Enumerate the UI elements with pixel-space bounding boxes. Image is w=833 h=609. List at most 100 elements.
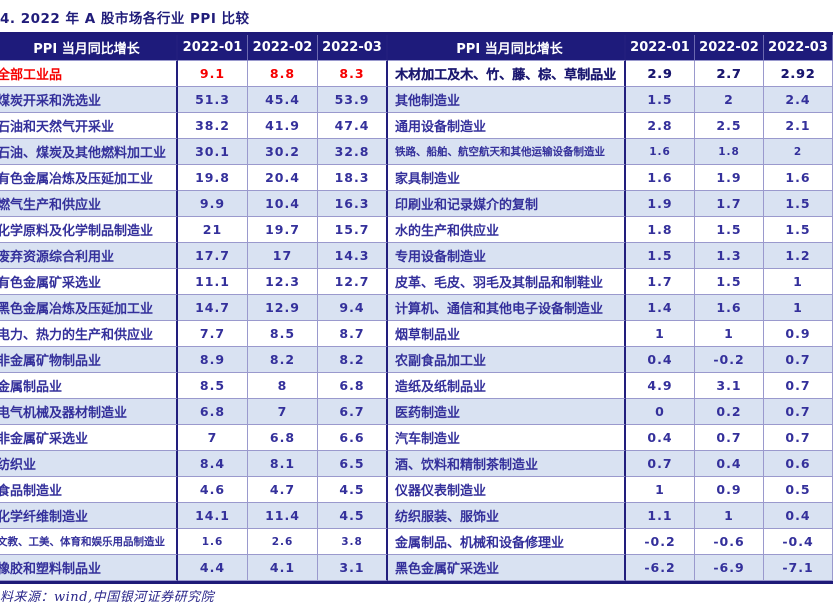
right-value-2022-02: 1.3	[695, 243, 764, 269]
left-value-2022-03: 14.3	[318, 243, 388, 269]
ppi-comparison-table: PPI 当月同比增长 2022-01 2022-02 2022-03 PPI 当…	[0, 32, 833, 584]
left-header-col-2: 2022-02	[248, 35, 318, 61]
right-value-2022-03: 0.6	[764, 451, 833, 477]
right-value-2022-01: 1.5	[626, 243, 695, 269]
left-industry-name: 非金属矿物制品业	[0, 347, 178, 373]
left-value-2022-02: 4.1	[248, 555, 318, 581]
left-industry-name: 橡胶和塑料制品业	[0, 555, 178, 581]
right-value-2022-01: -0.2	[626, 529, 695, 555]
left-industry-name: 食品制造业	[0, 477, 178, 503]
right-value-2022-03: -7.1	[764, 555, 833, 581]
left-value-2022-01: 8.4	[178, 451, 248, 477]
right-value-2022-02: -0.2	[695, 347, 764, 373]
right-industry-name: 纺织服装、服饰业	[388, 503, 626, 529]
left-value-2022-02: 8.8	[248, 61, 318, 87]
right-industry-name: 水的生产和供应业	[388, 217, 626, 243]
left-value-2022-03: 16.3	[318, 191, 388, 217]
right-value-2022-02: 3.1	[695, 373, 764, 399]
right-industry-name: 通用设备制造业	[388, 113, 626, 139]
left-value-2022-01: 6.8	[178, 399, 248, 425]
left-value-2022-01: 9.9	[178, 191, 248, 217]
left-header-label: PPI 当月同比增长	[0, 35, 178, 61]
left-value-2022-02: 7	[248, 399, 318, 425]
right-industry-name: 仪器仪表制造业	[388, 477, 626, 503]
left-value-2022-03: 8.2	[318, 347, 388, 373]
left-value-2022-03: 4.5	[318, 503, 388, 529]
right-value-2022-01: 1.9	[626, 191, 695, 217]
right-value-2022-01: 1	[626, 477, 695, 503]
right-value-2022-03: -0.4	[764, 529, 833, 555]
left-value-2022-02: 19.7	[248, 217, 318, 243]
left-value-2022-03: 4.5	[318, 477, 388, 503]
left-value-2022-01: 8.9	[178, 347, 248, 373]
right-value-2022-02: 0.7	[695, 425, 764, 451]
right-value-2022-03: 1	[764, 295, 833, 321]
left-value-2022-02: 8	[248, 373, 318, 399]
left-value-2022-01: 8.5	[178, 373, 248, 399]
left-value-2022-03: 32.8	[318, 139, 388, 165]
right-industry-name: 皮革、毛皮、羽毛及其制品和制鞋业	[388, 269, 626, 295]
left-industry-name: 全部工业品	[0, 61, 178, 87]
left-value-2022-01: 19.8	[178, 165, 248, 191]
right-industry-name: 造纸及纸制品业	[388, 373, 626, 399]
left-value-2022-03: 6.6	[318, 425, 388, 451]
left-value-2022-03: 6.7	[318, 399, 388, 425]
left-value-2022-01: 7.7	[178, 321, 248, 347]
right-value-2022-01: 1	[626, 321, 695, 347]
left-value-2022-03: 3.8	[318, 529, 388, 555]
right-value-2022-02: 2	[695, 87, 764, 113]
left-industry-name: 电力、热力的生产和供应业	[0, 321, 178, 347]
right-header-col-2: 2022-02	[695, 35, 764, 61]
right-value-2022-03: 0.7	[764, 373, 833, 399]
right-value-2022-01: 0	[626, 399, 695, 425]
right-value-2022-03: 0.7	[764, 425, 833, 451]
right-industry-name: 汽车制造业	[388, 425, 626, 451]
left-value-2022-01: 30.1	[178, 139, 248, 165]
right-value-2022-03: 1.6	[764, 165, 833, 191]
left-value-2022-03: 15.7	[318, 217, 388, 243]
right-value-2022-02: 2.7	[695, 61, 764, 87]
left-value-2022-02: 41.9	[248, 113, 318, 139]
left-value-2022-01: 1.6	[178, 529, 248, 555]
right-industry-name: 印刷业和记录媒介的复制	[388, 191, 626, 217]
right-value-2022-03: 0.5	[764, 477, 833, 503]
right-industry-name: 烟草制品业	[388, 321, 626, 347]
left-value-2022-02: 8.2	[248, 347, 318, 373]
left-value-2022-01: 7	[178, 425, 248, 451]
left-value-2022-02: 8.5	[248, 321, 318, 347]
left-industry-name: 有色金属矿采选业	[0, 269, 178, 295]
left-value-2022-03: 8.7	[318, 321, 388, 347]
right-industry-name: 黑色金属矿采选业	[388, 555, 626, 581]
left-value-2022-01: 14.7	[178, 295, 248, 321]
right-value-2022-03: 0.7	[764, 399, 833, 425]
left-value-2022-02: 45.4	[248, 87, 318, 113]
right-value-2022-02: -0.6	[695, 529, 764, 555]
right-header-col-3: 2022-03	[764, 35, 833, 61]
left-value-2022-03: 6.8	[318, 373, 388, 399]
right-industry-name: 木材加工及木、竹、藤、棕、草制品业	[388, 61, 626, 87]
right-value-2022-03: 2.4	[764, 87, 833, 113]
right-value-2022-01: -6.2	[626, 555, 695, 581]
right-industry-name: 家具制造业	[388, 165, 626, 191]
left-value-2022-02: 30.2	[248, 139, 318, 165]
right-industry-name: 酒、饮料和精制茶制造业	[388, 451, 626, 477]
left-value-2022-02: 8.1	[248, 451, 318, 477]
right-value-2022-01: 1.5	[626, 87, 695, 113]
left-value-2022-02: 20.4	[248, 165, 318, 191]
right-value-2022-02: 0.4	[695, 451, 764, 477]
right-industry-name: 铁路、船舶、航空航天和其他运输设备制造业	[388, 139, 626, 165]
left-value-2022-01: 4.6	[178, 477, 248, 503]
left-value-2022-01: 51.3	[178, 87, 248, 113]
left-value-2022-03: 6.5	[318, 451, 388, 477]
left-industry-name: 有色金属冶炼及压延加工业	[0, 165, 178, 191]
left-value-2022-01: 11.1	[178, 269, 248, 295]
right-industry-name: 计算机、通信和其他电子设备制造业	[388, 295, 626, 321]
right-value-2022-03: 0.4	[764, 503, 833, 529]
left-value-2022-02: 2.6	[248, 529, 318, 555]
left-header-col-3: 2022-03	[318, 35, 388, 61]
right-value-2022-02: 1	[695, 503, 764, 529]
left-industry-name: 纺织业	[0, 451, 178, 477]
left-value-2022-01: 9.1	[178, 61, 248, 87]
right-value-2022-02: 1.8	[695, 139, 764, 165]
right-value-2022-02: 1.9	[695, 165, 764, 191]
